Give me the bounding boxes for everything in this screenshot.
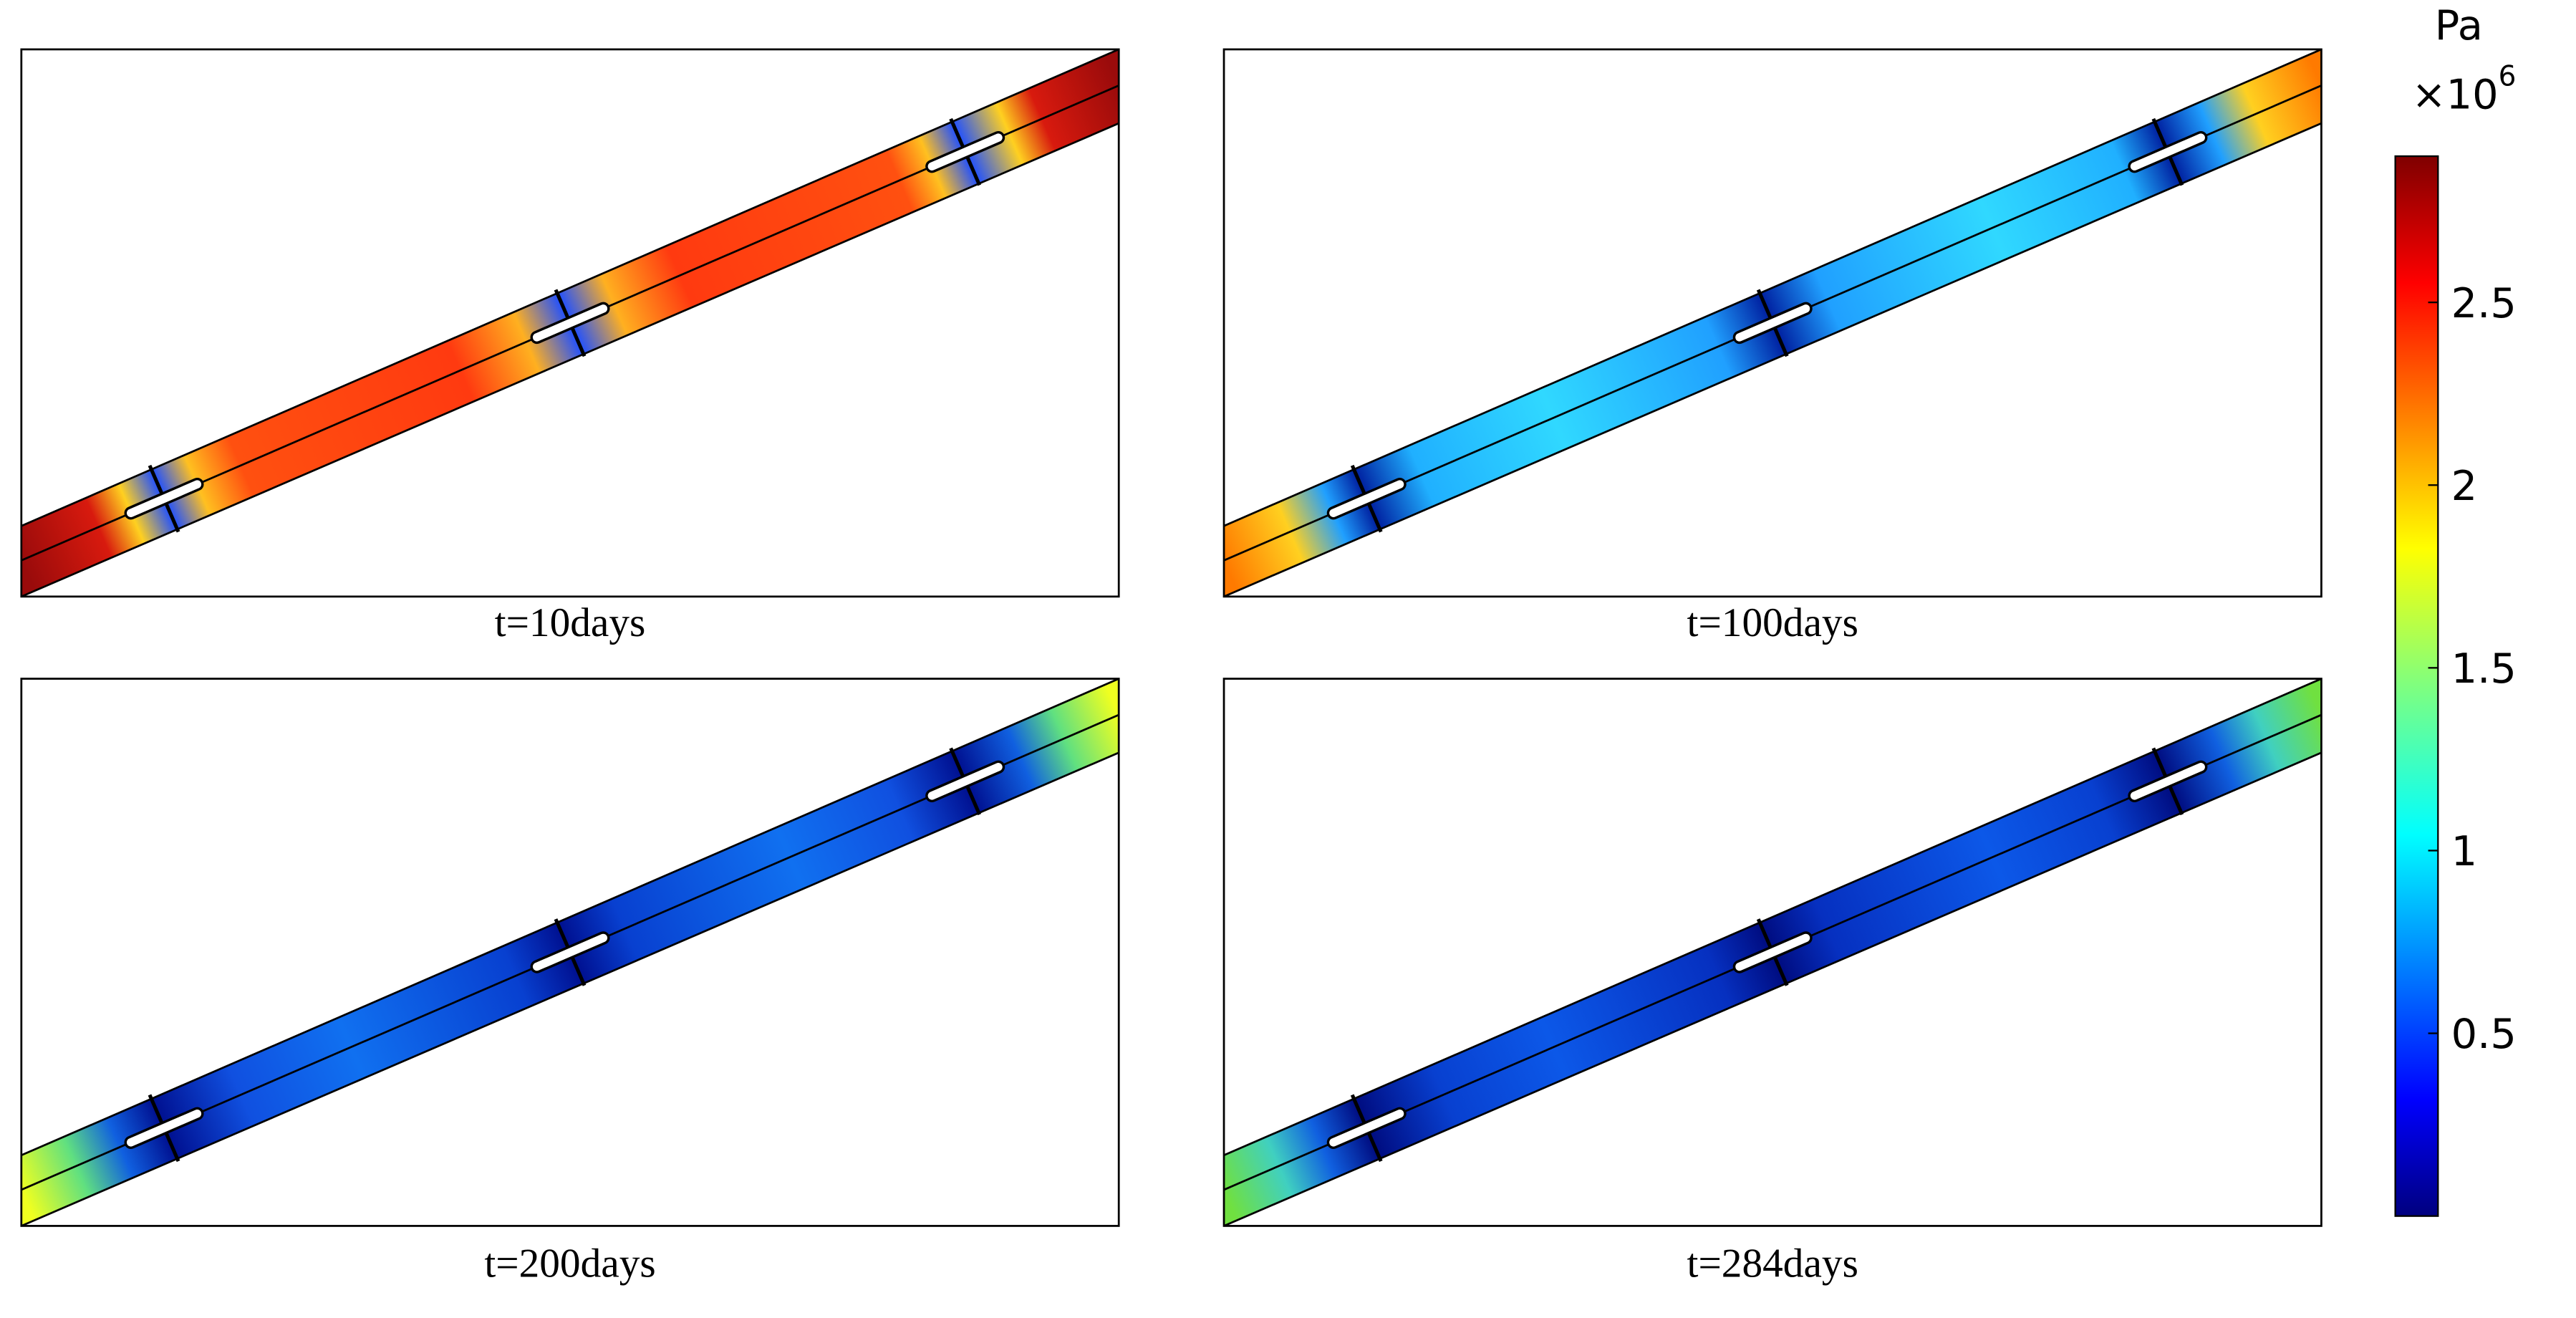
field bbox=[21, 678, 1119, 1226]
fracture bbox=[2130, 133, 2205, 170]
panel bbox=[1222, 48, 2322, 598]
fracture bbox=[126, 1110, 202, 1147]
fracture bbox=[927, 763, 1003, 800]
panel-caption: t=10days bbox=[495, 600, 646, 645]
fracture bbox=[126, 480, 202, 517]
panel bbox=[20, 678, 1120, 1227]
colorbar-tick-label: 1.5 bbox=[2451, 645, 2517, 693]
panel bbox=[1222, 678, 2322, 1227]
panel-frame bbox=[1222, 678, 2322, 1227]
colorbar-unit: Pa bbox=[2435, 1, 2483, 49]
fracture bbox=[1735, 933, 1810, 971]
field bbox=[21, 49, 1119, 597]
panel-caption: t=200days bbox=[484, 1241, 655, 1286]
panel-frame bbox=[20, 48, 1120, 598]
colorbar-tick-label: 0.5 bbox=[2451, 1010, 2517, 1058]
colorbar-multiplier: ×106 bbox=[2412, 60, 2517, 118]
fracture bbox=[1735, 304, 1810, 342]
colorbar bbox=[2394, 155, 2439, 1217]
panel bbox=[20, 48, 1120, 598]
fracture bbox=[2130, 763, 2205, 800]
panel-caption: t=284days bbox=[1687, 1241, 1858, 1286]
multiplier: ×10 bbox=[2412, 71, 2499, 119]
field bbox=[1224, 678, 2322, 1226]
field bbox=[1224, 49, 2322, 597]
colorbar-tick-label: 2.5 bbox=[2451, 279, 2517, 327]
fracture bbox=[1329, 480, 1404, 517]
fracture bbox=[927, 133, 1003, 170]
panel-frame bbox=[20, 678, 1120, 1227]
colorbar-tick-label: 2 bbox=[2451, 462, 2477, 510]
fracture bbox=[1329, 1110, 1404, 1147]
colorbar-tick-label: 1 bbox=[2451, 827, 2477, 875]
exponent: 6 bbox=[2499, 60, 2517, 92]
fracture bbox=[532, 304, 608, 342]
panel-frame bbox=[1222, 48, 2322, 598]
fracture bbox=[532, 933, 608, 971]
panel-caption: t=100days bbox=[1687, 600, 1858, 645]
